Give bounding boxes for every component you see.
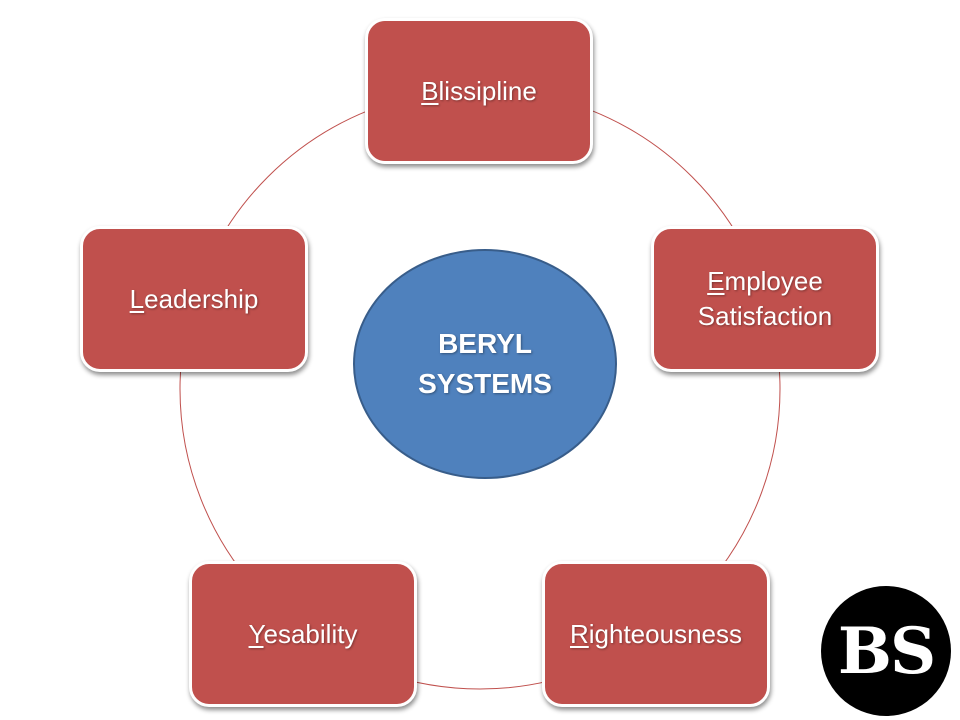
node-employee-line2: Satisfaction <box>697 301 833 331</box>
bs-logo-text: BS <box>837 613 936 689</box>
node-yesability: Yesability <box>189 561 417 707</box>
center-line1: BERYL <box>438 328 532 359</box>
node-leadership: Leadership <box>80 226 308 372</box>
node-blissipline-label: Blissipline <box>421 74 537 109</box>
center-label: BERYL SYSTEMS <box>418 324 552 404</box>
center-beryl-systems: BERYL SYSTEMS <box>353 249 617 479</box>
node-yesability-initial: Y <box>248 618 264 649</box>
node-leadership-label: Leadership <box>130 282 259 317</box>
node-leadership-rest: eadership <box>144 283 259 314</box>
node-yesability-label: Yesability <box>249 617 358 652</box>
node-employee-satisfaction: Employee Satisfaction <box>651 226 879 372</box>
node-blissipline-initial: B <box>421 75 439 106</box>
node-blissipline: Blissipline <box>365 18 593 164</box>
node-righteousness-rest: ighteousness <box>588 618 742 649</box>
node-yesability-rest: esability <box>263 618 358 649</box>
node-employee-rest: mployee <box>724 266 823 296</box>
node-blissipline-rest: lissipline <box>438 75 537 106</box>
center-line2: SYSTEMS <box>418 368 552 399</box>
node-righteousness-initial: R <box>569 618 589 649</box>
node-righteousness: Righteousness <box>542 561 770 707</box>
node-righteousness-label: Righteousness <box>570 617 742 652</box>
node-employee-label: Employee Satisfaction <box>698 264 832 334</box>
node-leadership-initial: L <box>129 283 145 314</box>
node-employee-initial: E <box>707 266 725 296</box>
bs-logo: BS <box>821 586 951 716</box>
